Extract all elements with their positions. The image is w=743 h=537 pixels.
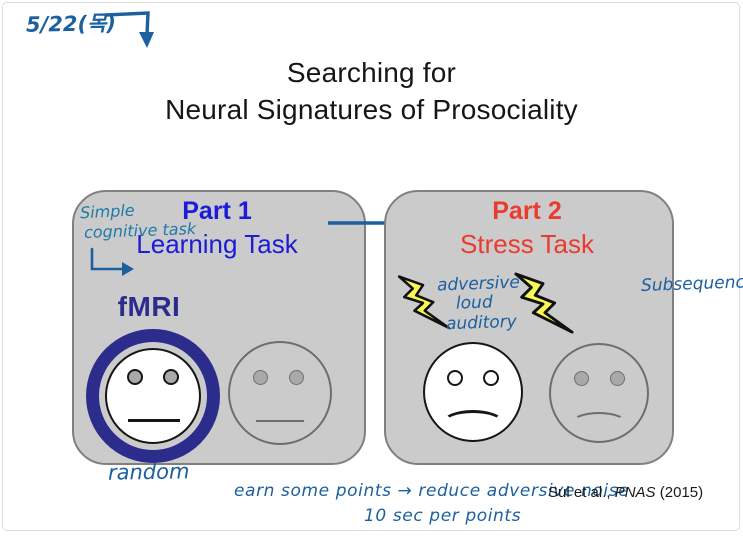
frown-mouth <box>442 410 504 436</box>
lightning-bolt-icon <box>514 272 574 334</box>
part1-title: Part 1 <box>182 197 252 225</box>
earn-points-note: earn some points → reduce adversive nois… <box>234 481 630 501</box>
subsequence-note: Subsequence <box>640 272 743 296</box>
down-arrow-icon <box>104 11 154 48</box>
eye-icon <box>127 369 143 385</box>
citation-journal: PNAS <box>614 484 656 501</box>
frown-mouth <box>570 412 628 436</box>
eye-icon <box>289 370 304 385</box>
part2-subtitle: Stress Task <box>460 229 594 259</box>
lightning-bolt-icon <box>397 275 450 330</box>
eye-icon <box>483 370 499 386</box>
per-points-note: 10 sec per points <box>364 506 522 526</box>
date-annotation: 5/22(목) <box>25 11 117 37</box>
part1-subtitle: Learning Task <box>136 229 298 259</box>
eye-icon <box>610 371 625 386</box>
slide-title-line1: Searching for <box>286 57 457 88</box>
random-note: random <box>107 459 190 485</box>
simple-task-note-line1: Simple <box>79 200 136 223</box>
citation-year: (2015) <box>655 484 704 501</box>
eye-icon <box>574 371 589 386</box>
citation-authors: Sul et al., <box>548 484 615 501</box>
sad-face <box>423 342 523 442</box>
neutral-face-scanned <box>105 348 201 444</box>
part2-title: Part 2 <box>492 197 562 225</box>
slide-title-line2: Neural Signatures of Prosociality <box>165 94 578 125</box>
slide-title: Searching for Neural Signatures of Proso… <box>0 54 743 128</box>
eye-icon <box>253 370 268 385</box>
eye-icon <box>163 369 179 385</box>
simple-task-note-line2: cognitive task <box>83 219 197 242</box>
citation: Sul et al., PNAS (2015) <box>548 484 703 501</box>
adversive-note-line3: auditory <box>445 311 518 335</box>
adversive-note-line2: loud <box>455 292 494 314</box>
elbow-arrow-icon <box>90 247 134 276</box>
neutral-mouth <box>256 420 304 422</box>
neutral-face-faded <box>228 341 332 445</box>
eye-icon <box>447 370 463 386</box>
fmri-label: fMRI <box>117 291 181 322</box>
neutral-mouth <box>128 419 180 422</box>
